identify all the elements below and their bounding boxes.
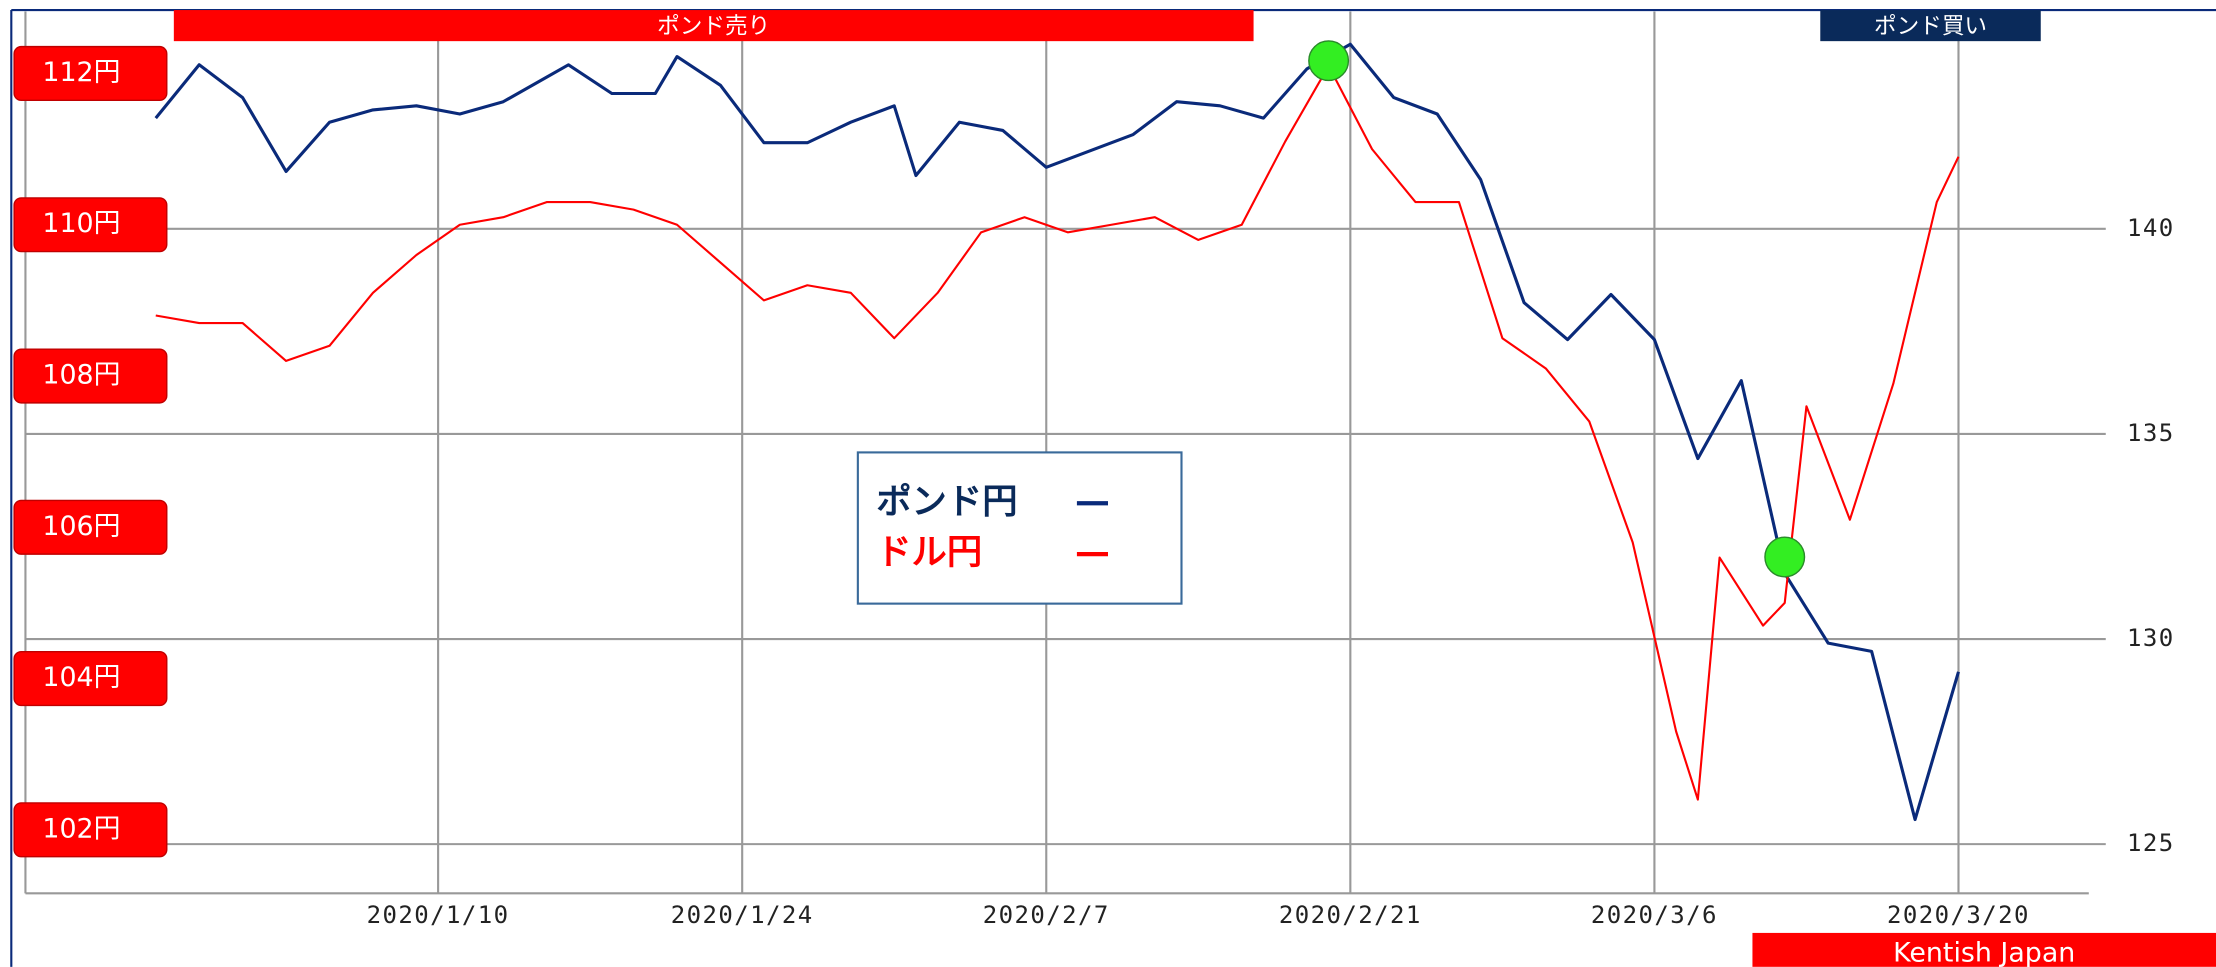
y-tick-label: 106円 — [42, 511, 120, 542]
series-line — [155, 64, 1960, 801]
legend-label: ポンド円 — [876, 481, 1017, 522]
y-tick-label: 110円 — [42, 208, 120, 239]
y2-tick-label: 125 — [2127, 829, 2175, 857]
x-tick-label: 2020/1/24 — [671, 901, 814, 929]
y2-tick-label: 135 — [2127, 419, 2175, 447]
y-tick-label: 102円 — [42, 813, 120, 844]
source-box — [1752, 932, 2216, 967]
y-tick-box — [13, 802, 168, 858]
y-tick-box — [13, 45, 168, 102]
y-tick-label: 108円 — [42, 360, 120, 391]
source: Kentish Japan — [1893, 938, 2075, 967]
x-tick-label: 2020/2/7 — [983, 901, 1110, 929]
buy-label: ポンド買い — [1874, 14, 1987, 40]
legend — [856, 451, 1183, 605]
x-tick-label: 2020/2/21 — [1279, 901, 1422, 929]
y-tick-box — [13, 499, 168, 555]
lines — [154, 40, 1960, 822]
sell-label: ポンド売り — [657, 14, 770, 40]
y2-tick-label: 130 — [2127, 624, 2175, 652]
y-tick-box — [13, 197, 168, 253]
y-tick-label: 112円 — [42, 57, 120, 88]
y-tick-box — [13, 348, 168, 404]
x-tick-label: 2020/1/10 — [367, 901, 510, 929]
x-tick-label: 2020/3/6 — [1591, 901, 1718, 929]
marker — [1764, 536, 1806, 578]
y2-tick-label: 140 — [2127, 214, 2175, 242]
buy-banner — [1820, 10, 2041, 42]
sell-banner — [173, 10, 1254, 42]
legend-label: ドル円 — [876, 532, 982, 573]
grid — [25, 11, 2106, 894]
x-tick-label: 2020/3/20 — [1887, 901, 2030, 929]
marker — [1308, 40, 1350, 82]
y-tick-label: 104円 — [42, 662, 120, 693]
y-tick-box — [13, 650, 168, 707]
series-line — [154, 42, 1960, 822]
